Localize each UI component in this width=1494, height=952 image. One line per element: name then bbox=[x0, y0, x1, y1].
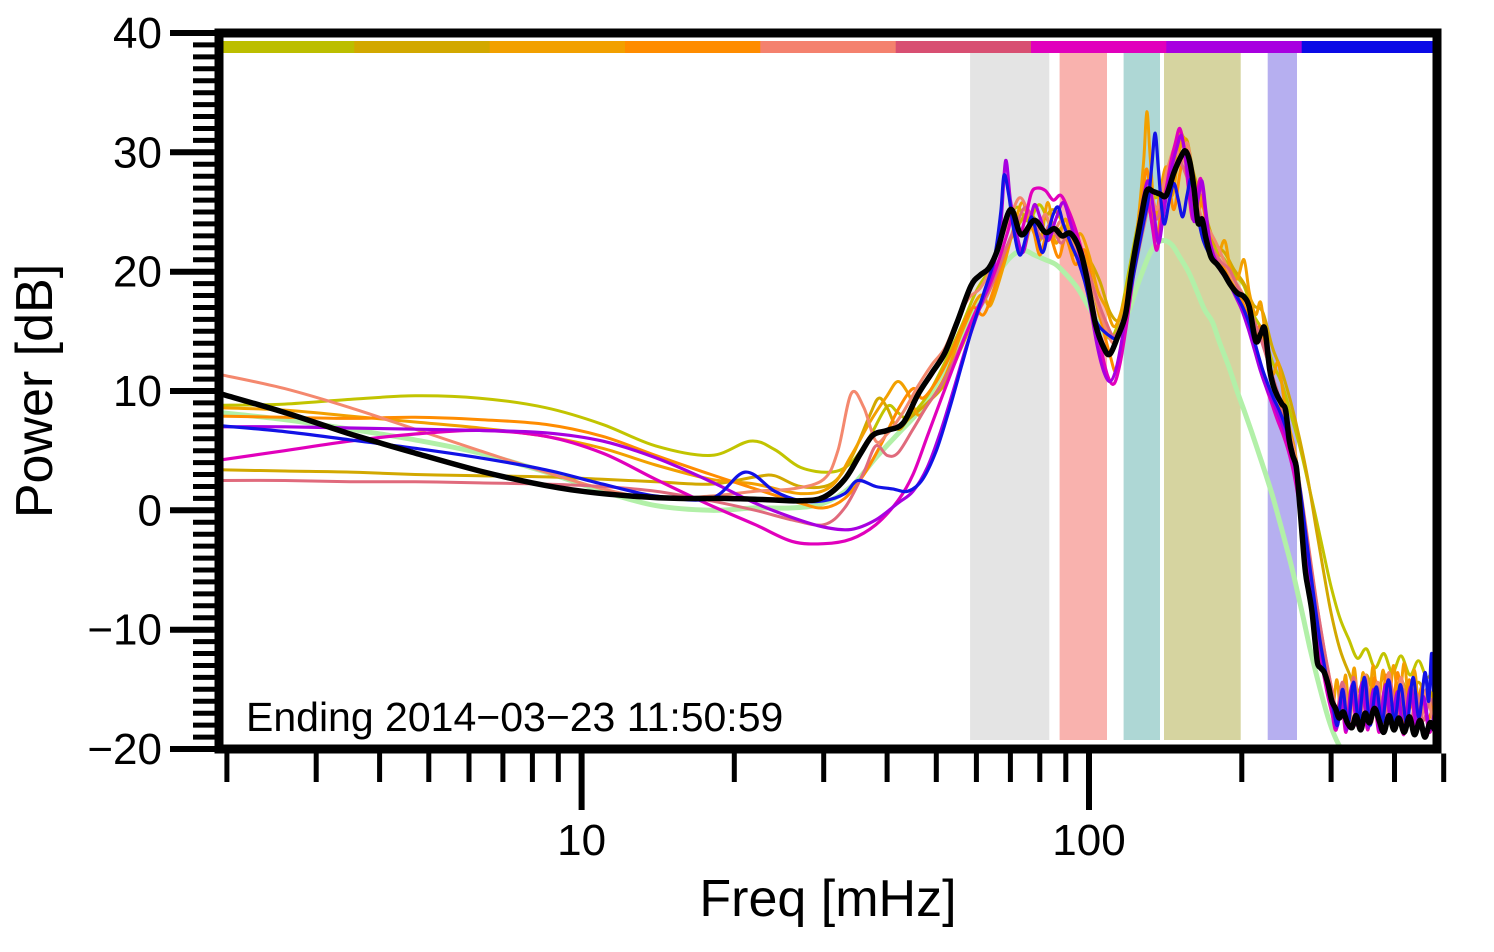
tick-labels: −20 −10 0 10 20 30 40 10 100 bbox=[87, 9, 1125, 865]
spectra-curves bbox=[216, 110, 1440, 754]
y-tick-label: −20 bbox=[87, 725, 162, 774]
x-tick-label: 10 bbox=[557, 816, 606, 865]
shaded-bands bbox=[970, 53, 1297, 740]
y-tick-label: 10 bbox=[113, 367, 162, 416]
ending-timestamp-annotation: Ending 2014−03−23 11:50:59 bbox=[246, 694, 783, 740]
time-segment-5 bbox=[760, 41, 897, 53]
y-tick-label: −10 bbox=[87, 606, 162, 655]
band-pink bbox=[1059, 53, 1107, 740]
axis-ticks bbox=[170, 30, 1447, 810]
time-segment-8 bbox=[1166, 41, 1303, 53]
time-segment-4 bbox=[625, 41, 761, 53]
time-segment-9 bbox=[1301, 41, 1438, 53]
series-yellow-green bbox=[217, 131, 1438, 679]
time-segment-3 bbox=[489, 41, 626, 53]
y-tick-label: 20 bbox=[113, 248, 162, 297]
time-segment-2 bbox=[354, 41, 491, 53]
band-gray bbox=[970, 53, 1050, 740]
y-axis-title: Power [dB] bbox=[6, 264, 64, 518]
series-blue bbox=[217, 131, 1438, 728]
band-teal bbox=[1123, 53, 1160, 740]
time-segment-color-strip bbox=[219, 41, 1438, 53]
series-orange bbox=[217, 110, 1438, 718]
y-tick-label: 40 bbox=[113, 9, 162, 58]
time-segment-1 bbox=[219, 41, 355, 53]
time-segment-6 bbox=[895, 41, 1032, 53]
time-segment-7 bbox=[1031, 41, 1167, 53]
y-tick-label: 30 bbox=[113, 128, 162, 177]
y-tick-label: 0 bbox=[138, 486, 162, 535]
x-tick-label: 100 bbox=[1052, 816, 1125, 865]
x-axis-title: Freq [mHz] bbox=[699, 870, 956, 928]
series-purple bbox=[217, 133, 1438, 734]
series-mean-black bbox=[216, 148, 1440, 740]
plot-frame bbox=[214, 28, 1442, 754]
